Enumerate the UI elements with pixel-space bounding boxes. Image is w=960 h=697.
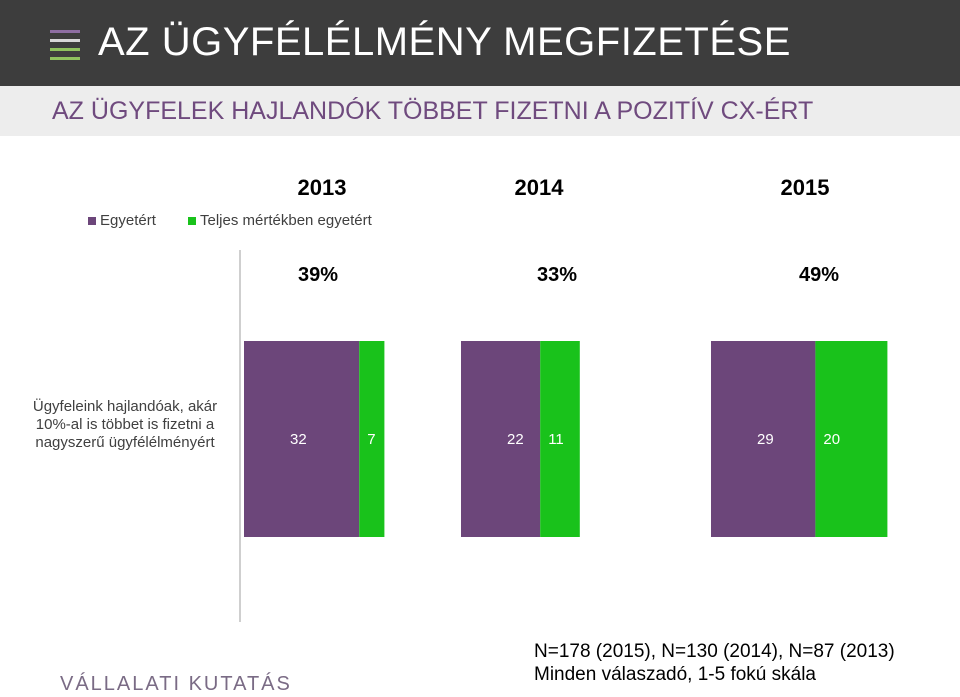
- bar-segment-2015-egyetert: [711, 341, 816, 537]
- menu-icon-line: [50, 57, 80, 60]
- menu-icon-line: [50, 30, 80, 33]
- total-percent-2015: 49%: [798, 264, 840, 286]
- category-label: Ügyfeleink hajlandóak, akár 10%-al is tö…: [32, 398, 218, 451]
- legend-label-teljes: Teljes mértékben egyetért: [200, 212, 372, 229]
- bar-segment-2014-egyetert: [461, 341, 541, 537]
- legend-swatch-teljes: [188, 216, 196, 225]
- menu-icon[interactable]: [50, 30, 80, 62]
- subtitle-bar: [0, 86, 960, 136]
- legend-swatch-egyetert: [88, 216, 96, 225]
- legend-label-egyetert: Egyetért: [100, 212, 156, 229]
- menu-icon-line: [50, 39, 80, 42]
- bar-segment-2015-teljes: [815, 341, 888, 537]
- total-percent-2014: 33%: [536, 264, 578, 286]
- title-bar: [0, 0, 960, 86]
- total-percent-2013: 39%: [297, 264, 339, 286]
- year-label-2015: 2015: [780, 175, 830, 200]
- bar-value-label-2014-egyetert: 22: [507, 431, 524, 448]
- bar-value-label-2015-egyetert: 29: [757, 431, 774, 448]
- bar-segment-2013-egyetert: [244, 341, 360, 537]
- bar-value-label-2015-teljes: 20: [823, 431, 840, 448]
- bar-value-label-2013-teljes: 7: [367, 431, 375, 448]
- page-subtitle: AZ ÜGYFELEK HAJLANDÓK TÖBBET FIZETNI A P…: [52, 97, 814, 125]
- page-title: AZ ÜGYFÉLÉLMÉNY MEGFIZETÉSE: [98, 20, 791, 64]
- bar-segment-2014-teljes: [540, 341, 580, 537]
- category-axis-line: [239, 250, 241, 622]
- menu-icon-line: [50, 48, 80, 51]
- bar-value-label-2014-teljes: 11: [548, 431, 564, 448]
- year-label-2013: 2013: [297, 175, 347, 200]
- footer-brand: VÁLLALATI KUTATÁS: [60, 673, 292, 695]
- legend-item-egyetert: Egyetért: [88, 212, 156, 229]
- year-label-2014: 2014: [514, 175, 564, 200]
- bar-value-label-2013-egyetert: 32: [290, 431, 307, 448]
- footnote-base: Minden válaszadó, 1-5 fokú skála: [534, 664, 816, 685]
- bar-segment-2013-teljes: [359, 341, 385, 537]
- legend-item-teljes: Teljes mértékben egyetért: [188, 212, 372, 229]
- footnote: N=178 (2015), N=130 (2014), N=87 (2013) …: [534, 640, 895, 686]
- footnote-sample-sizes: N=178 (2015), N=130 (2014), N=87 (2013): [534, 641, 895, 662]
